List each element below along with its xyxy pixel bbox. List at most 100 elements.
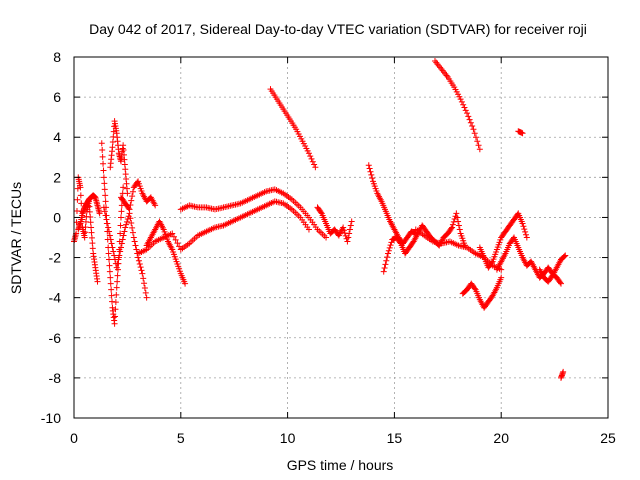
data-marks: [71, 58, 569, 381]
data-point: [470, 126, 477, 133]
data-point: [474, 138, 481, 145]
data-point: [126, 206, 133, 213]
data-point: [520, 223, 527, 230]
series-h: [135, 198, 312, 257]
data-point: [125, 205, 132, 212]
data-point: [124, 216, 131, 223]
data-point: [114, 260, 121, 267]
data-point: [346, 230, 353, 237]
data-point: [133, 246, 140, 253]
data-point: [107, 274, 114, 281]
data-point: [117, 244, 124, 251]
data-point: [100, 174, 107, 181]
y-tick-label: 8: [53, 49, 61, 65]
y-tick-label: -8: [49, 370, 62, 386]
data-point: [77, 192, 84, 199]
data-point: [139, 270, 146, 277]
data-point: [131, 238, 138, 245]
series-q: [476, 210, 530, 271]
data-point: [121, 228, 128, 235]
data-point: [396, 239, 403, 246]
data-point: [344, 238, 351, 245]
data-point: [128, 220, 135, 227]
y-tick-label: -6: [49, 330, 62, 346]
series-j: [267, 86, 319, 171]
y-tick-label: -2: [49, 250, 62, 266]
x-tick-label: 25: [600, 430, 616, 446]
data-point: [143, 294, 150, 301]
data-point: [466, 116, 473, 123]
data-point: [308, 155, 315, 162]
data-point: [81, 234, 88, 241]
x-tick-label: 10: [280, 430, 296, 446]
data-point: [449, 224, 456, 231]
data-point: [114, 278, 121, 285]
series-p: [459, 274, 505, 311]
y-tick-label: -10: [41, 410, 61, 426]
data-point: [74, 185, 81, 192]
data-point: [488, 259, 495, 266]
data-point: [523, 234, 530, 241]
y-tick-label: 4: [53, 129, 61, 145]
series-d: [107, 118, 131, 197]
y-tick-label: 2: [53, 169, 61, 185]
data-point: [176, 243, 183, 250]
data-point: [112, 313, 119, 320]
y-axis-label: SDTVAR / TECUs: [8, 182, 24, 294]
data-point: [519, 220, 526, 227]
y-tick-label: 6: [53, 89, 61, 105]
data-point: [182, 280, 189, 287]
data-point: [100, 204, 107, 211]
data-point: [307, 153, 314, 160]
series-r: [493, 234, 565, 287]
data-point: [124, 190, 131, 197]
data-point: [110, 248, 117, 255]
data-point: [94, 278, 101, 285]
data-point: [369, 175, 376, 182]
data-point: [385, 247, 392, 254]
data-point: [311, 161, 318, 168]
series-k: [314, 204, 355, 245]
data-point: [78, 200, 85, 207]
y-tick-label: 0: [53, 209, 61, 225]
data-point: [383, 257, 390, 264]
data-point: [129, 188, 136, 195]
data-point: [113, 284, 120, 291]
data-point: [107, 280, 114, 287]
data-point: [106, 268, 113, 275]
data-point: [345, 234, 352, 241]
data-point: [118, 208, 125, 215]
data-point: [464, 110, 471, 117]
data-point: [117, 248, 124, 255]
data-point: [382, 261, 389, 268]
data-point: [170, 233, 177, 240]
grid-lines: [74, 57, 608, 418]
data-point: [98, 140, 105, 147]
series-o: [431, 58, 483, 153]
data-point: [365, 162, 372, 169]
data-point: [152, 202, 159, 209]
data-point: [472, 134, 479, 141]
data-point: [558, 280, 565, 287]
data-point: [104, 220, 111, 227]
data-point: [118, 202, 125, 209]
data-point: [103, 216, 110, 223]
data-point: [123, 221, 130, 228]
data-point: [467, 119, 474, 126]
data-point: [101, 180, 108, 187]
data-point: [475, 142, 482, 149]
chart-title: Day 042 of 2017, Sidereal Day-to-day VTE…: [89, 21, 587, 37]
data-point: [448, 225, 455, 232]
data-point: [469, 122, 476, 129]
data-point: [77, 184, 84, 191]
y-tick-label: -4: [49, 290, 62, 306]
data-point: [102, 198, 109, 205]
data-point: [109, 139, 116, 146]
data-point: [498, 274, 505, 281]
plot-frame: [73, 56, 609, 419]
data-point: [174, 240, 181, 247]
data-point: [458, 98, 465, 105]
data-point: [348, 218, 355, 225]
data-point: [120, 232, 127, 239]
data-point: [113, 264, 120, 271]
